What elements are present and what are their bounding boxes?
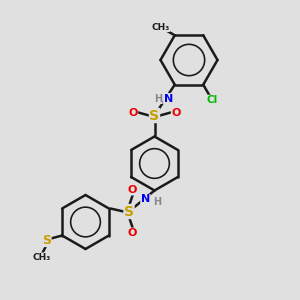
Text: O: O — [128, 185, 137, 195]
Text: H: H — [154, 94, 162, 103]
Text: N: N — [141, 194, 150, 205]
Text: O: O — [128, 107, 138, 118]
Text: Cl: Cl — [207, 95, 218, 105]
Text: O: O — [171, 107, 181, 118]
Text: N: N — [164, 94, 173, 103]
Text: CH₃: CH₃ — [33, 253, 51, 262]
Text: S: S — [42, 233, 51, 247]
Text: S: S — [124, 205, 134, 218]
Text: O: O — [128, 228, 137, 238]
Text: H: H — [153, 196, 161, 207]
Text: CH₃: CH₃ — [151, 22, 169, 32]
Text: S: S — [149, 109, 160, 122]
